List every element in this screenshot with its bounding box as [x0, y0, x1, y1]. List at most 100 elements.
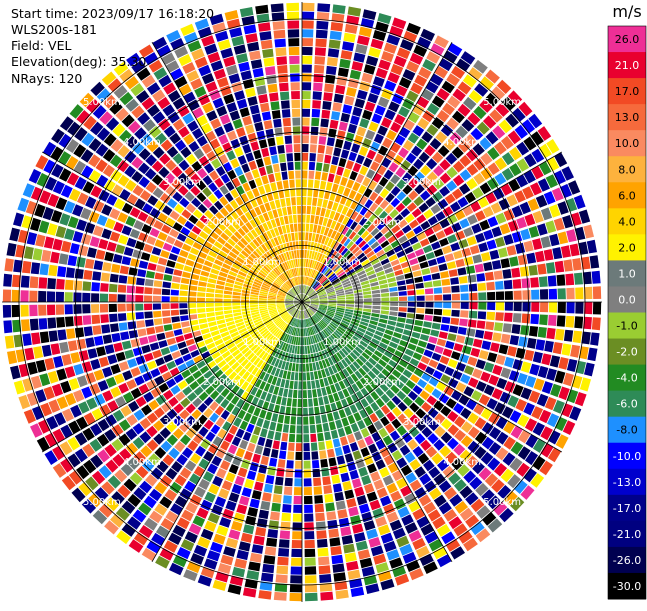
velocity-gate	[359, 27, 372, 37]
velocity-gate	[232, 436, 241, 446]
velocity-gate	[373, 298, 381, 301]
velocity-gate	[320, 592, 333, 601]
velocity-gate	[109, 304, 117, 312]
velocity-gate	[492, 226, 502, 237]
velocity-gate	[315, 171, 321, 180]
velocity-gate	[330, 546, 342, 555]
velocity-gate	[348, 152, 357, 162]
velocity-gate	[169, 344, 178, 352]
velocity-gate	[353, 53, 365, 63]
velocity-gate	[101, 273, 110, 282]
velocity-gate	[21, 319, 30, 331]
velocity-gate	[332, 563, 344, 573]
velocity-gate	[447, 333, 456, 341]
velocity-gate	[342, 104, 352, 114]
velocity-gate	[109, 314, 118, 323]
velocity-gate	[502, 269, 511, 279]
velocity-gate	[131, 339, 141, 348]
velocity-gate	[478, 311, 487, 319]
velocity-gate	[433, 316, 442, 323]
velocity-gate	[363, 9, 377, 20]
velocity-gate	[137, 269, 146, 277]
velocity-gate	[144, 295, 152, 302]
velocity-gate	[182, 272, 191, 279]
velocity-gate	[321, 110, 330, 119]
colorbar-tick-label: 2.0	[618, 241, 636, 254]
velocity-gate	[302, 232, 305, 240]
velocity-gate	[319, 217, 324, 226]
velocity-gate	[234, 558, 247, 568]
velocity-gate	[409, 258, 418, 265]
colorbar-tick-label: -30.0	[613, 580, 641, 593]
velocity-gate	[271, 3, 284, 12]
velocity-gate	[302, 29, 313, 37]
velocity-gate	[302, 328, 304, 336]
velocity-gate	[314, 65, 324, 74]
velocity-gate	[445, 341, 455, 350]
velocity-gate	[110, 274, 119, 283]
colorbar: m/s26.021.017.013.010.08.06.04.02.01.00.…	[608, 2, 646, 600]
velocity-gate	[57, 329, 66, 340]
velocity-gate	[105, 344, 115, 354]
velocity-gate	[323, 92, 333, 101]
velocity-gate	[170, 297, 178, 303]
velocity-gate	[487, 312, 496, 321]
velocity-gate	[421, 356, 431, 365]
velocity-gate	[257, 131, 266, 141]
velocity-gate	[295, 162, 301, 170]
velocity-gate	[290, 575, 302, 583]
velocity-gate	[453, 250, 463, 259]
velocity-gate	[317, 388, 322, 397]
velocity-gate	[373, 302, 381, 305]
velocity-gate	[494, 322, 503, 331]
velocity-gate	[73, 292, 81, 302]
velocity-gate	[334, 175, 341, 184]
velocity-gate	[345, 552, 357, 562]
velocity-gate	[288, 215, 293, 224]
velocity-gate	[529, 364, 540, 376]
velocity-gate	[250, 499, 260, 509]
velocity-gate	[312, 109, 321, 118]
velocity-gate	[470, 348, 480, 358]
velocity-gate	[413, 270, 422, 277]
velocity-gate	[348, 7, 362, 17]
velocity-gate	[326, 182, 333, 191]
velocity-gate	[206, 288, 214, 293]
velocity-gate	[295, 372, 299, 380]
velocity-gate	[231, 36, 244, 47]
velocity-gate	[346, 297, 354, 300]
velocity-gate	[350, 115, 360, 125]
velocity-gate	[119, 322, 128, 331]
velocity-gate	[98, 239, 108, 250]
velocity-gate	[206, 298, 214, 302]
velocity-gate	[353, 450, 362, 460]
velocity-gate	[339, 518, 350, 528]
range-ring-label: 4.00km	[443, 457, 481, 468]
velocity-gate	[90, 236, 100, 247]
velocity-gate	[379, 319, 388, 324]
velocity-gate	[3, 290, 11, 303]
instrument-name: WLS200s-181	[11, 22, 97, 37]
velocity-gate	[216, 285, 225, 290]
colorbar-tick-label: -10.0	[613, 450, 641, 463]
velocity-gate	[372, 290, 380, 294]
velocity-gate	[454, 343, 464, 352]
velocity-gate	[468, 320, 477, 328]
velocity-gate	[328, 129, 337, 138]
velocity-gate	[271, 155, 279, 164]
velocity-gate	[361, 428, 370, 438]
velocity-gate	[353, 163, 362, 173]
velocity-gate	[92, 271, 101, 281]
velocity-gate	[467, 357, 477, 367]
velocity-gate	[129, 267, 138, 276]
velocity-gate	[265, 546, 277, 555]
velocity-gate	[415, 283, 424, 289]
velocity-gate	[305, 566, 317, 574]
velocity-gate	[548, 275, 557, 286]
velocity-gate	[245, 172, 253, 182]
velocity-gate	[136, 278, 145, 286]
velocity-gate	[281, 397, 287, 406]
velocity-gate	[243, 587, 257, 597]
velocity-gate	[50, 252, 60, 264]
velocity-gate	[343, 169, 351, 178]
